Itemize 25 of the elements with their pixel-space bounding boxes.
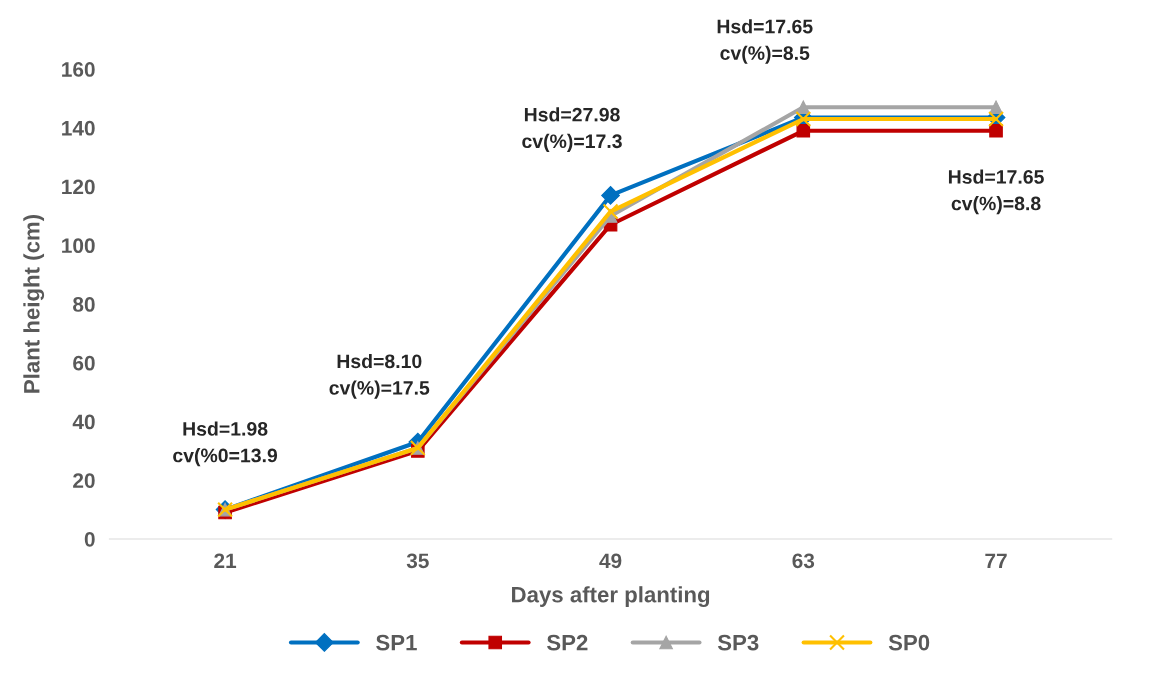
legend-label: SP3 (717, 634, 759, 651)
x-tick-label: 63 (792, 553, 815, 569)
x-tick-label: 77 (985, 553, 1007, 568)
x-tick-label: 21 (214, 553, 237, 568)
y-tick-label: 120 (62, 179, 95, 195)
y-tick-label: 160 (62, 62, 95, 77)
x-tick-label: 35 (406, 553, 429, 569)
legend-label: SP0 (888, 634, 930, 651)
annotation: Hsd=8.10 cv(%)=17.5 (329, 353, 430, 399)
annotation: Hsd=1.98 cv(%0=13.9 (173, 421, 278, 467)
legend-label: SP2 (546, 634, 588, 651)
y-tick-label: 140 (62, 120, 95, 136)
y-axis-title: Plant height (cm) (23, 215, 45, 393)
y-tick-label: 100 (62, 238, 95, 254)
text: Hsd=17.65 cv(%)=8.5 (717, 19, 813, 64)
x-axis-title: Days after planting (512, 586, 710, 607)
y-tick-label: 80 (73, 297, 95, 312)
y-tick-label: 60 (73, 355, 95, 371)
x-tick-label: 49 (599, 553, 622, 569)
y-tick-label: 0 (84, 531, 95, 547)
annotation: Hsd=17.65 cv(%)=8.8 (948, 169, 1044, 215)
legend-label: SP1 (376, 634, 417, 651)
y-tick-label: 40 (72, 414, 95, 430)
annotation: Hsd=27.98 cv(%)=17.3 (522, 107, 622, 152)
y-tick-label: 20 (73, 473, 95, 488)
